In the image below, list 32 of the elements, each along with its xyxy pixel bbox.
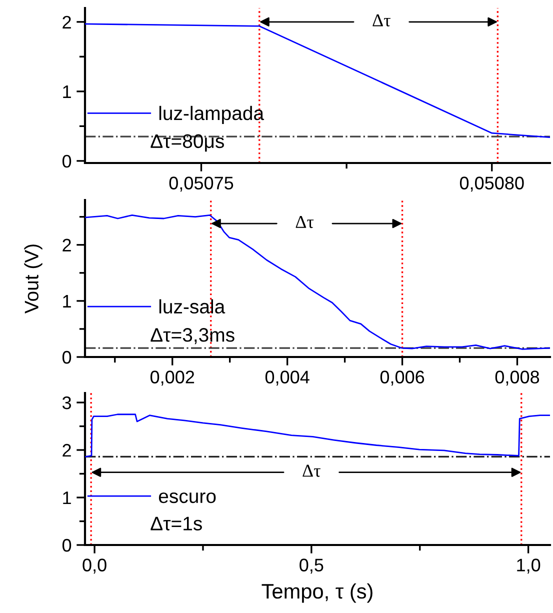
legend-label: luz-lampada [159,106,264,124]
y-tick-label: 1 [63,492,71,504]
line-series [85,414,550,458]
y-tick-label: 1 [63,295,71,308]
y-tick-label: 2 [62,16,71,28]
y-axis-title: Vout (V) [24,244,42,314]
x-tick-label: 0,002 [150,370,194,386]
annotation: Δτ=3,3ms [150,328,234,344]
y-tick-label: 0 [62,350,72,364]
y-tick-label: 2 [62,238,71,252]
legend-label: escuro [158,492,216,504]
x-tick-label: 0,008 [495,370,540,386]
annotation: Δτ [302,464,320,477]
x-tick-label: 0,004 [265,370,310,386]
x-tick-label: 0,006 [380,370,424,386]
annotation: Δτ=80μs [150,134,224,152]
y-tick-label: 2 [62,444,71,457]
annotation: Δτ [372,14,390,26]
y-tick-label: 3 [62,396,72,410]
y-tick-label: 0 [62,154,72,168]
annotation: Δτ=1s [150,516,202,530]
x-axis-title: Tempo, τ (s) [262,583,372,603]
line-series [85,214,550,350]
y-tick-label: 0 [62,538,72,552]
legend-label: luz-sala [159,299,226,314]
y-tick-label: 1 [63,86,71,98]
x-tick-label: 0,05080 [460,176,524,192]
annotation: Δτ [296,216,314,228]
x-tick-label: 0,05075 [169,176,234,192]
x-tick-label: 0,0 [82,558,106,574]
x-tick-label: 0,5 [300,558,324,574]
x-tick-label: 1,0 [517,558,540,574]
